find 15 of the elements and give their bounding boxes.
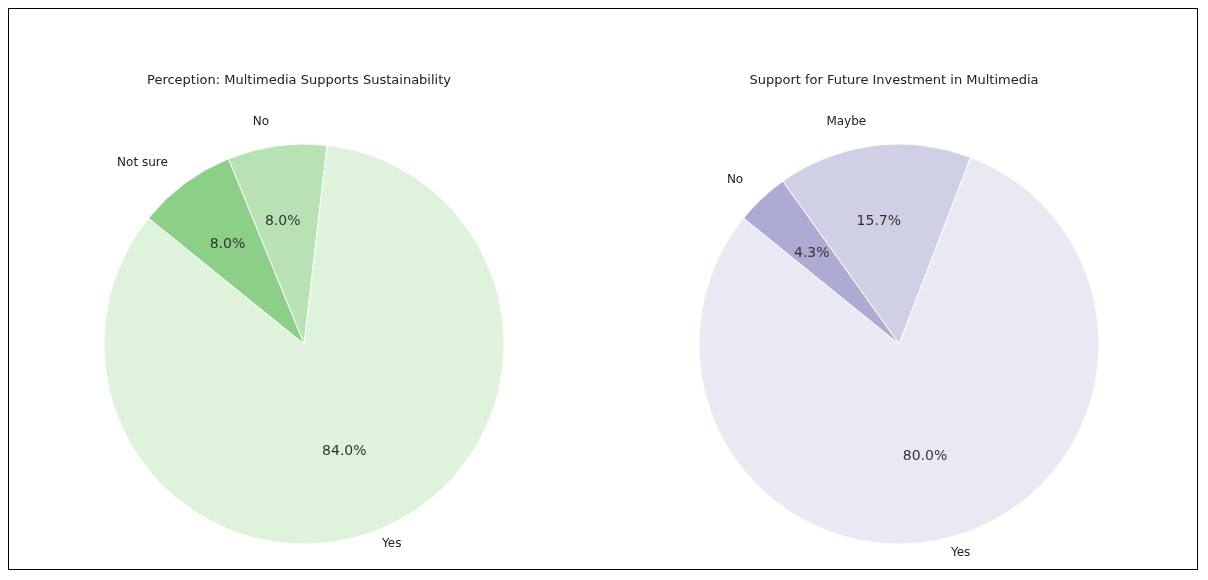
- slice-label: Maybe: [826, 113, 867, 128]
- slice-label: Yes: [381, 535, 402, 550]
- slice-label: Not sure: [117, 155, 168, 170]
- data-label: 15.7%: [856, 211, 902, 228]
- data-label: 84.0%: [322, 442, 367, 459]
- slice-label: No: [252, 114, 270, 129]
- data-label: 80.0%: [902, 446, 948, 463]
- chart-title: Perception: Multimedia Supports Sustainability: [147, 72, 452, 87]
- slice-label: Yes: [949, 544, 971, 559]
- pie-slice: [103, 144, 505, 545]
- data-label: 8.0%: [264, 212, 301, 229]
- slice-label: No: [726, 171, 744, 186]
- data-label: 8.0%: [209, 234, 246, 251]
- data-label: 4.3%: [793, 243, 830, 260]
- chart-title: Support for Future Investment in Multimedia: [749, 72, 1039, 87]
